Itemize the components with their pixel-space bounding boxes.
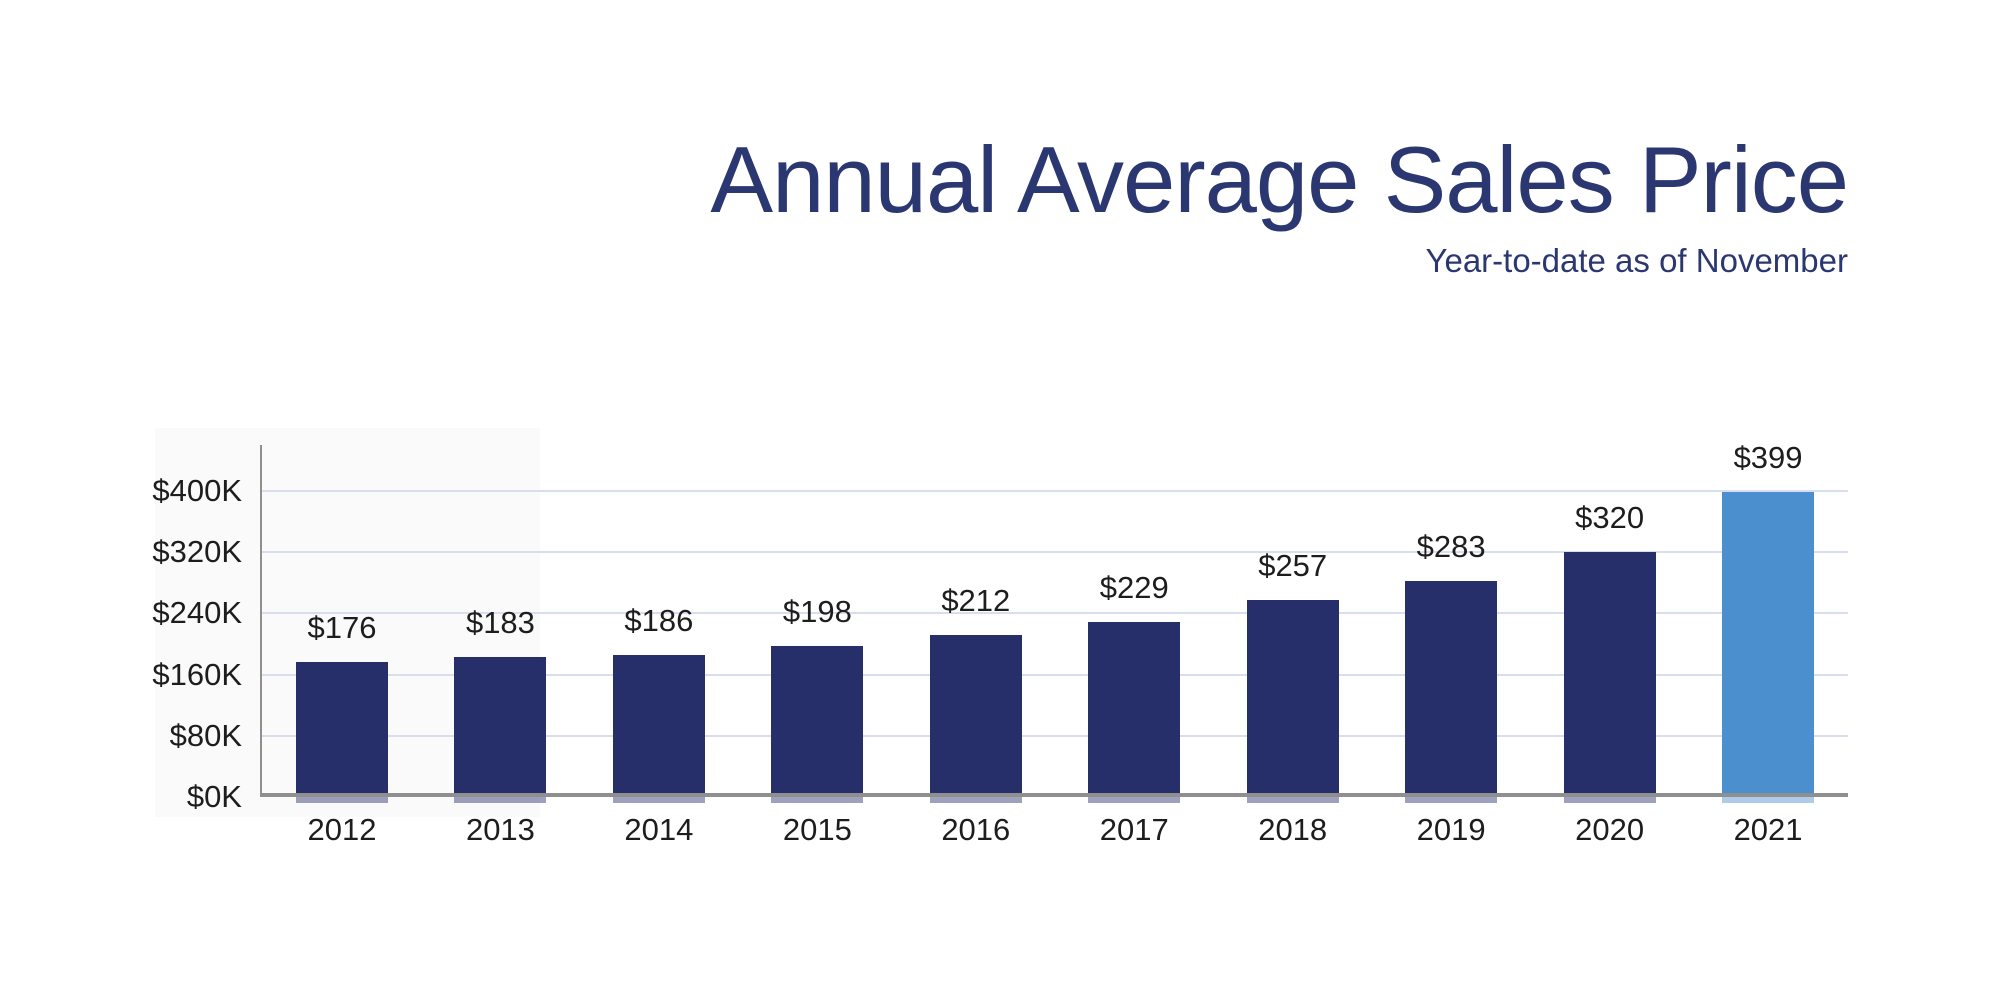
- chart-subtitle: Year-to-date as of November: [1425, 242, 1848, 279]
- bar-bottom-shadow: [1722, 797, 1815, 803]
- bar-bottom-shadow: [296, 797, 388, 803]
- bar-2017: [1088, 621, 1181, 797]
- x-tick-label-2017: 2017: [1099, 812, 1169, 847]
- bar-bottom-shadow: [1246, 797, 1339, 803]
- x-tick-label-2012: 2012: [307, 812, 377, 847]
- bar-2012: [296, 662, 388, 797]
- gridline-160k: [262, 673, 1848, 676]
- bar-bottom-shadow: [1088, 797, 1181, 803]
- bar-2013: [454, 657, 547, 797]
- bar-2021: [1722, 491, 1815, 797]
- x-tick-label-2014: 2014: [624, 812, 694, 847]
- gridline-80k: [262, 734, 1848, 737]
- bar-bottom-shadow: [929, 797, 1022, 803]
- bar-bottom-shadow: [454, 797, 547, 803]
- bar-value-label-2013: $183: [465, 605, 535, 640]
- bar-2014: [612, 654, 705, 797]
- x-tick-label-2015: 2015: [782, 812, 852, 847]
- bar-bottom-shadow: [1563, 797, 1656, 803]
- y-tick-label: $160K: [152, 656, 242, 692]
- y-tick-label: $0K: [186, 779, 242, 814]
- bar-bottom-shadow: [1405, 797, 1498, 803]
- bar-value-label-2016: $212: [941, 582, 1011, 618]
- bar-value-label-2014: $186: [624, 602, 694, 638]
- gridline-240k: [262, 612, 1848, 615]
- bar-2019: [1405, 580, 1498, 797]
- bar-2016: [929, 634, 1022, 797]
- chart-title: Annual Average Sales Price: [710, 127, 1849, 232]
- bar-2018: [1246, 600, 1339, 797]
- bar-value-label-2012: $176: [307, 610, 377, 646]
- bar-value-label-2020: $320: [1575, 500, 1645, 536]
- y-tick-label: $400K: [152, 473, 242, 508]
- x-tick-label-2021: 2021: [1733, 812, 1803, 847]
- gridline-320k: [262, 551, 1848, 554]
- bar-2015: [771, 645, 864, 797]
- y-tick-label: $320K: [152, 534, 242, 570]
- y-tick-label: $240K: [152, 595, 242, 631]
- x-tick-label-2020: 2020: [1575, 812, 1645, 847]
- gridline-400k: [262, 490, 1848, 492]
- bar-value-label-2018: $257: [1258, 548, 1328, 584]
- x-tick-label-2018: 2018: [1258, 812, 1328, 847]
- y-tick-label: $80K: [169, 717, 242, 753]
- bar-value-label-2017: $229: [1099, 569, 1169, 605]
- x-tick-label-2013: 2013: [465, 812, 535, 847]
- x-tick-label-2016: 2016: [941, 812, 1011, 847]
- bar-value-label-2021: $399: [1733, 439, 1803, 475]
- bar-bottom-shadow: [771, 797, 864, 803]
- bar-value-label-2015: $198: [782, 593, 852, 629]
- x-tick-label-2019: 2019: [1416, 812, 1486, 847]
- bar-bottom-shadow: [612, 797, 705, 803]
- bar-value-label-2019: $283: [1416, 528, 1486, 564]
- x-axis-line: [260, 793, 1848, 797]
- bar-2020: [1563, 552, 1656, 797]
- y-axis-line: [260, 445, 262, 797]
